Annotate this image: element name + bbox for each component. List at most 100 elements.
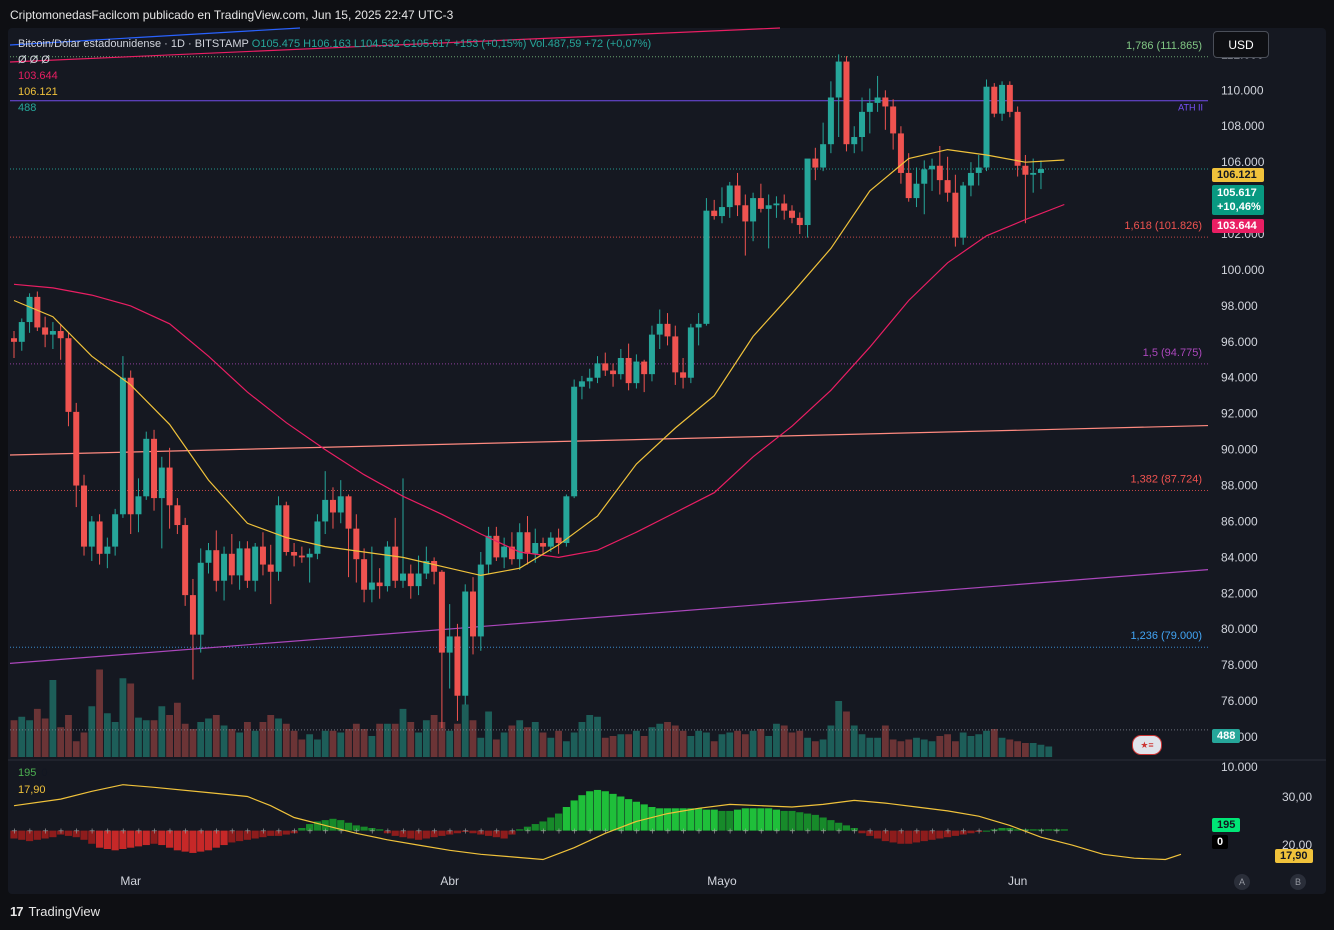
candle-body [882,97,889,107]
volume-bar [135,717,142,757]
ma-fast-line [13,148,1065,577]
publisher-bar: CriptomonedasFacilcom publicado en Tradi… [0,0,1334,30]
volume-bar [881,725,889,757]
oscillator-bar [1060,829,1068,831]
volume-bar [594,716,601,757]
oscillator-bar [889,830,897,843]
oscillator-bar [578,795,586,831]
candle-body [656,323,663,335]
oscillator-bar [430,830,438,838]
candle-body [757,198,764,209]
oscillator-bar [547,817,555,831]
volume-bar [485,711,492,757]
volume-bar [928,741,936,757]
volume-bar [251,730,259,757]
price-tick-label: 94.000 [1221,371,1258,385]
oscillator-bar [733,809,742,831]
oscillator-bar [64,830,73,836]
oscillator-bar [88,830,96,844]
volume-bar [26,720,33,757]
volume-bar [975,734,983,757]
candle-body [905,172,912,199]
volume-bar [710,741,718,757]
oscillator-bar [150,830,158,844]
oscillator-bar [212,830,220,848]
oscillator-bar [438,830,446,836]
candle-body [353,528,360,560]
oscillator-zero-marker: + [260,827,267,836]
oscillator-bar [49,830,57,838]
volume-bar [96,669,103,757]
oscillator-zero-marker: + [991,827,998,836]
oscillator-bar [1045,829,1053,831]
oscillator-zero-marker: + [665,827,672,836]
oscillator-zero-marker: + [1054,827,1061,836]
candle-body [329,499,336,513]
oscillator-bar [710,809,718,831]
currency-button[interactable]: USD [1213,31,1269,58]
candle-body [57,331,64,339]
candle-body [586,377,593,382]
oscillator-bar [376,829,384,831]
oscillator-bar [469,830,477,834]
volume-bar [811,741,819,757]
oscillator-bar [617,796,625,831]
candle-body [197,562,204,635]
volume-bar [679,730,687,757]
volume-bar [430,715,438,757]
candle-body [866,102,873,112]
candle-body [470,591,477,637]
volume-bar [889,739,897,757]
volume-bar [244,722,251,757]
volume-bar [835,701,843,757]
oscillator-zero-marker: + [276,827,283,836]
oscillator-bar [967,830,975,834]
volume-bar [749,730,757,757]
oscillator-bar [1006,828,1014,831]
oscillator-bar [344,822,353,831]
volume-bar [601,737,609,757]
candle-body [789,210,795,218]
oscillator-zero-marker: + [353,827,360,836]
volume-bar [275,718,282,757]
scale-button-a[interactable]: A [1234,874,1250,890]
candle-body [228,553,235,576]
candle-body [166,467,173,506]
oscillator-bar [539,821,547,831]
candle-body [1014,111,1021,166]
candle-body [314,521,321,554]
volume-bar [625,734,633,757]
volume-bar [492,739,500,757]
volume-bar [391,723,399,757]
volume-bar [454,723,461,757]
volume-bar [189,729,197,757]
price-tick-label: 92.000 [1221,407,1258,421]
volume-bar [788,732,796,757]
oscillator-bar [695,808,703,831]
price-tick-label: 110.000 [1221,83,1264,97]
oscillator-zero-marker: + [540,827,547,836]
scale-button-b[interactable]: B [1290,874,1306,890]
legend-symbol[interactable]: Bitcoin/Dólar estadounidense · 1D · BITS… [18,38,249,50]
oscillator-zero-marker: + [478,827,485,836]
oscillator-bar [562,807,570,831]
oscillator-zero-marker: + [913,827,920,836]
candle-body [765,205,772,209]
candle-body [578,381,585,387]
us-flag-icon[interactable]: ★≡ [1132,735,1162,755]
candle-body [641,361,648,375]
oscillator-bar [290,830,298,834]
volume-bar [158,706,166,757]
candle-body [859,111,866,138]
candle-body [88,521,95,547]
oscillator-zero-marker: + [400,827,407,836]
legend-volume-value: 488 [18,102,37,114]
candle-body [182,525,189,596]
volume-bar [1022,743,1029,757]
volume-bar [656,723,664,757]
candle-body [555,537,562,544]
oscillator-bar [103,830,111,849]
candle-body [275,505,282,572]
volume-bar [1045,746,1053,757]
